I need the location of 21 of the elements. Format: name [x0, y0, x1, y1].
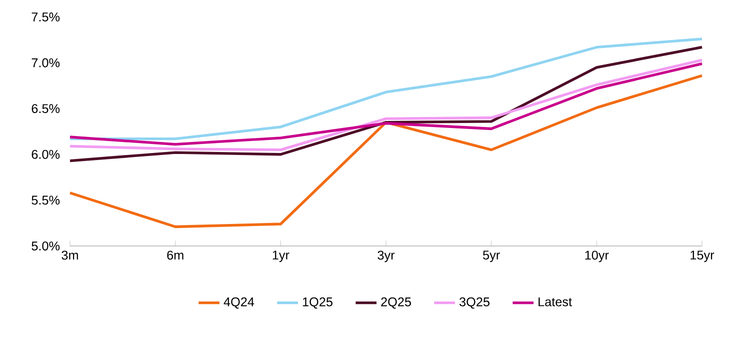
- line-series: [68, 46, 704, 162]
- x-tick-label: 3m: [62, 250, 78, 260]
- y-tick-label: 6.5%: [32, 104, 60, 114]
- x-tick-label: 15yr: [690, 250, 714, 262]
- line-series: [68, 38, 704, 140]
- x-tick-label: 10yr: [585, 250, 609, 262]
- y-tick-label: 7.0%: [32, 58, 60, 68]
- y-tick-label: 5.5%: [32, 196, 60, 205]
- y-tick-label: 5.0%: [32, 242, 60, 250]
- legend-label: Latest: [538, 297, 572, 306]
- legend-label: 4Q24: [224, 297, 254, 309]
- y-tick-label: 7.5%: [32, 12, 60, 22]
- y-tick-label: 6.0%: [32, 150, 60, 159]
- x-tick-label: 1yr: [272, 250, 290, 262]
- line-series: [68, 74, 704, 228]
- x-tick-label: 5yr: [483, 250, 500, 262]
- x-tick-label: 3yr: [378, 250, 395, 262]
- legend-label: 3Q25: [460, 297, 490, 309]
- legend-label: 2Q25: [381, 297, 411, 309]
- legend-label: 1Q25: [302, 297, 332, 309]
- x-tick-label: 6m: [167, 250, 184, 260]
